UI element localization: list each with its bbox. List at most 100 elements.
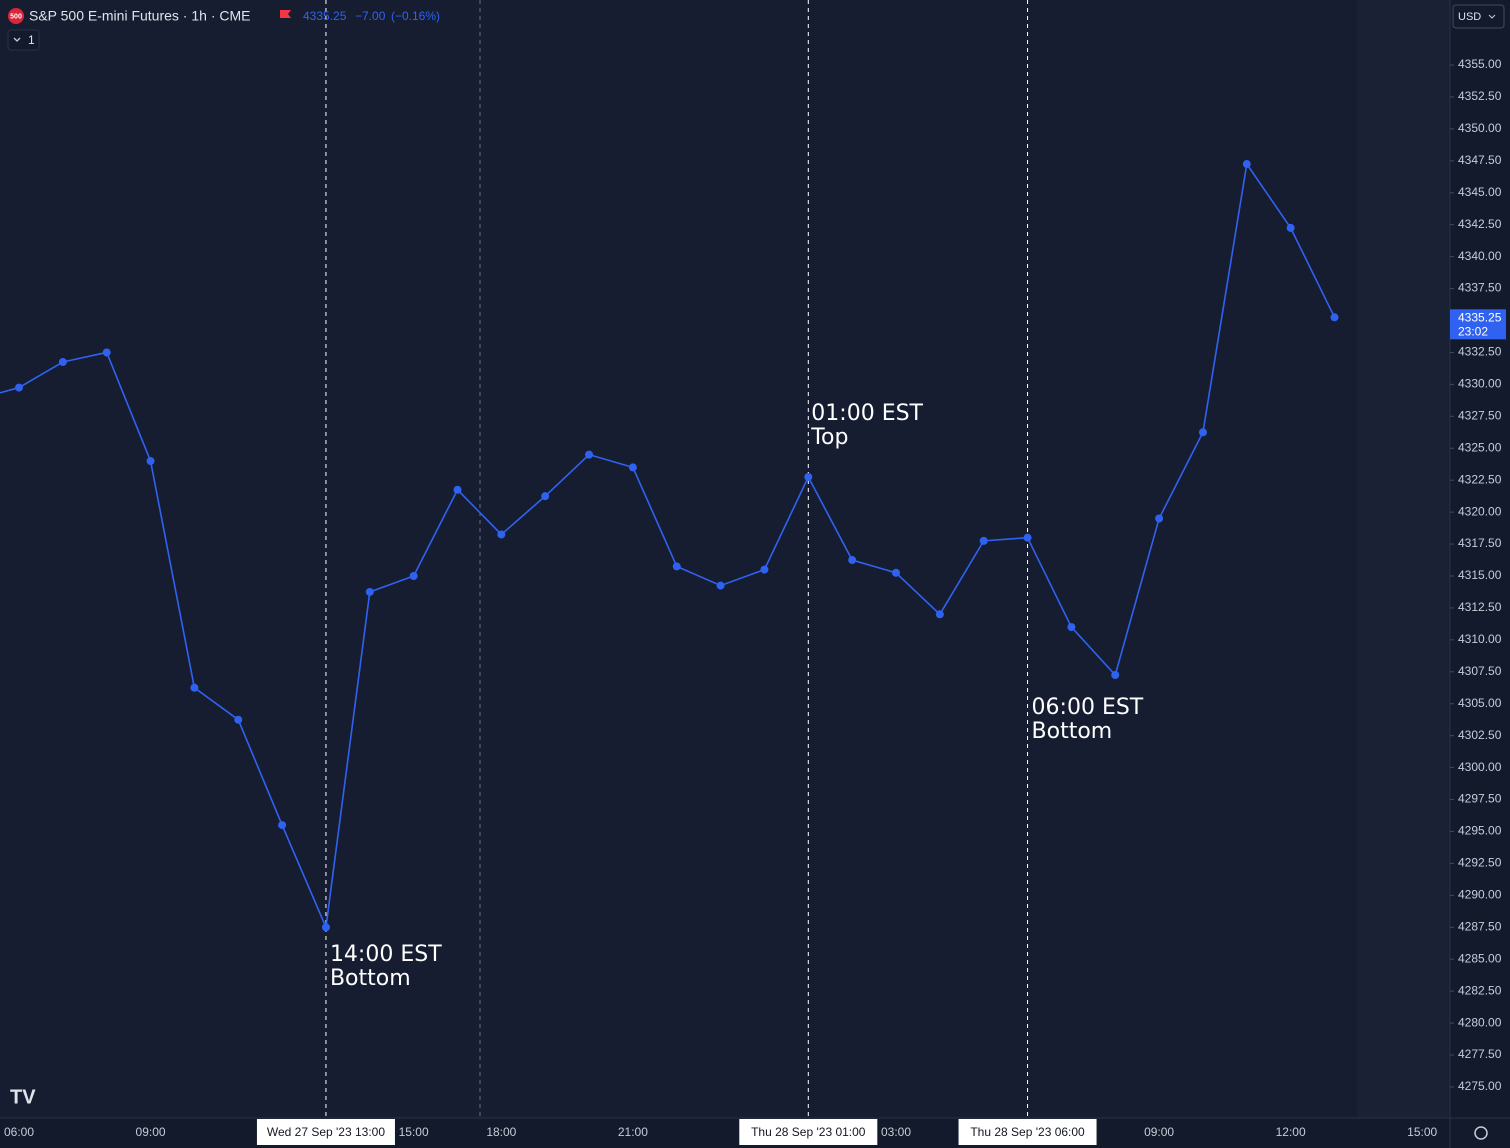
- tv-logo: TV: [10, 1086, 36, 1108]
- y-tick-label: 4305.00: [1458, 696, 1502, 710]
- x-tick-label: 15:00: [399, 1125, 429, 1139]
- chevron-icon: [13, 37, 21, 42]
- x-tick-label: 18:00: [486, 1125, 516, 1139]
- x-tick-label: 21:00: [618, 1125, 648, 1139]
- x-tick-label: 15:00: [1407, 1125, 1437, 1139]
- y-tick-label: 4287.50: [1458, 919, 1502, 933]
- y-tick-label: 4332.50: [1458, 345, 1502, 359]
- point: [541, 492, 550, 501]
- annotation-text: 01:00 EST: [811, 401, 923, 426]
- y-tick-label: 4355.00: [1458, 57, 1502, 71]
- point: [102, 348, 111, 357]
- point: [146, 457, 155, 466]
- annotation-text: Top: [810, 425, 848, 450]
- y-tick-label: 4315.00: [1458, 568, 1502, 582]
- y-tick-label: 4327.50: [1458, 408, 1502, 422]
- point: [892, 568, 900, 577]
- point: [585, 450, 594, 459]
- x-tick-label: 09:00: [1144, 1125, 1174, 1139]
- symbol-logo: [8, 8, 24, 24]
- y-tick-label: 4275.00: [1458, 1079, 1502, 1093]
- y-tick-label: 4277.50: [1458, 1047, 1502, 1061]
- point: [1286, 223, 1295, 232]
- last-price-label: 4335.25: [1458, 310, 1502, 324]
- logo-text: 500: [10, 13, 22, 20]
- y-tick-label: 4307.50: [1458, 664, 1502, 678]
- y-tick-label: 4295.00: [1458, 824, 1502, 838]
- y-tick-label: 4342.50: [1458, 217, 1502, 231]
- point: [58, 358, 67, 367]
- x-tick-label: Thu 28 Sep '23 01:00: [751, 1125, 866, 1139]
- point: [1067, 623, 1076, 632]
- point: [1198, 428, 1207, 437]
- settings-icon[interactable]: [1474, 1126, 1488, 1140]
- annotation-text: Bottom: [1032, 719, 1113, 744]
- future-area: [1357, 0, 1450, 1118]
- point: [321, 923, 330, 932]
- y-tick-label: 4285.00: [1458, 951, 1502, 965]
- point: [848, 556, 857, 565]
- chevron-icon: [1488, 14, 1496, 19]
- y-tick-label: 4310.00: [1458, 632, 1502, 646]
- price-line: [0, 161, 1336, 931]
- currency-button[interactable]: [1452, 4, 1505, 29]
- last-price: 4335.25: [303, 9, 347, 23]
- y-tick-label: 4352.50: [1458, 89, 1502, 103]
- legend-count: 1: [28, 33, 35, 47]
- point: [1155, 514, 1164, 523]
- change-percent: (−0.16%): [391, 9, 440, 23]
- point: [1111, 670, 1120, 679]
- y-tick-label: 4302.50: [1458, 728, 1502, 742]
- point: [760, 565, 769, 574]
- point: [497, 530, 506, 539]
- x-label-highlight: [739, 1119, 878, 1145]
- y-tick-label: 4350.00: [1458, 121, 1502, 135]
- point: [672, 562, 681, 571]
- point: [1023, 533, 1032, 542]
- point: [365, 587, 374, 596]
- y-tick-label: 4297.50: [1458, 792, 1502, 806]
- plot-background: [0, 0, 1450, 1118]
- point: [409, 571, 418, 580]
- annotation-text: 14:00 EST: [330, 942, 442, 967]
- x-label-highlight: [256, 1119, 395, 1145]
- point: [453, 485, 462, 494]
- x-tick-label: 12:00: [1276, 1125, 1306, 1139]
- countdown-label: 23:02: [1458, 324, 1488, 338]
- y-tick-label: 4282.50: [1458, 983, 1502, 997]
- y-tick-label: 4280.00: [1458, 1015, 1502, 1029]
- point: [234, 715, 243, 724]
- y-tick-label: 4322.50: [1458, 472, 1502, 486]
- y-tick-label: 4340.00: [1458, 249, 1502, 263]
- last-price-box: [1450, 309, 1506, 340]
- point: [190, 683, 199, 692]
- point: [935, 610, 944, 619]
- currency: USD: [1458, 11, 1481, 23]
- symbol-title[interactable]: S&P 500 E-mini Futures · 1h · CME: [29, 8, 250, 24]
- point: [804, 472, 813, 481]
- point: [716, 581, 725, 590]
- legend-toggle[interactable]: [7, 29, 40, 51]
- x-tick-label: 06:00: [4, 1125, 34, 1139]
- x-tick-label: 09:00: [136, 1125, 166, 1139]
- y-tick-label: 4325.00: [1458, 440, 1502, 454]
- point: [628, 463, 637, 472]
- y-tick-label: 4347.50: [1458, 153, 1502, 167]
- point: [278, 821, 287, 830]
- annotation-text: Bottom: [330, 966, 411, 991]
- y-tick-label: 4345.00: [1458, 185, 1502, 199]
- time-axis: [0, 1118, 1450, 1148]
- y-tick-label: 4312.50: [1458, 600, 1502, 614]
- flag-icon[interactable]: [280, 10, 291, 18]
- y-tick-label: 4317.50: [1458, 536, 1502, 550]
- point: [1330, 313, 1339, 322]
- y-tick-label: 4300.00: [1458, 760, 1502, 774]
- change: −7.00: [355, 9, 386, 23]
- y-tick-label: 4337.50: [1458, 281, 1502, 295]
- annotation-text: 06:00 EST: [1032, 695, 1144, 720]
- point: [1242, 160, 1251, 169]
- x-tick-label: 03:00: [881, 1125, 911, 1139]
- y-tick-label: 4320.00: [1458, 504, 1502, 518]
